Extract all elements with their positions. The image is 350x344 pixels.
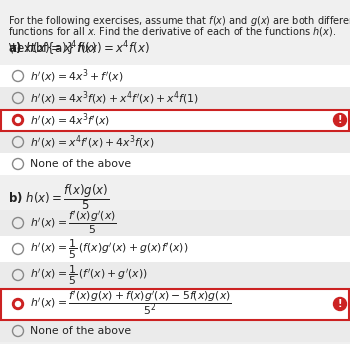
Bar (0, 262, 350, 288)
Text: $h'(x) = \dfrac{1}{5}\,(f'(x) + g'(x))$: $h'(x) = \dfrac{1}{5}\,(f'(x) + g'(x))$ (30, 263, 148, 287)
Text: $\mathbf{a)}\ h(x) = x^4 f(x)$: $\mathbf{a)}\ h(x) = x^4 f(x)$ (8, 39, 98, 57)
Text: $h'(x) = \dfrac{f'(x)g(x) + f(x)g'(x) - 5f(x)g(x)}{5^2}$: $h'(x) = \dfrac{f'(x)g(x) + f(x)g'(x) - … (30, 290, 232, 318)
Text: None of the above: None of the above (30, 326, 131, 336)
Text: functions for all $x$. Find the derivative of each of the functions $h(x)$.: functions for all $x$. Find the derivati… (8, 25, 336, 38)
Text: $h'(x) = \dfrac{1}{5}\,(f(x)g'(x) + g(x)f'(x))$: $h'(x) = \dfrac{1}{5}\,(f(x)g'(x) + g(x)… (30, 237, 188, 261)
Text: $h'(x) = 4x^3 f(x) + x^4 f'(x) + x^4 f(1)$: $h'(x) = 4x^3 f(x) + x^4 f'(x) + x^4 f(1… (30, 89, 199, 107)
Bar (0, 153, 350, 175)
Text: $h'(x) = 4x^3 f'(x)$: $h'(x) = 4x^3 f'(x)$ (30, 111, 110, 129)
Bar (0, 65, 350, 87)
Bar (0, 320, 350, 342)
Circle shape (15, 301, 21, 307)
Bar (1, 289, 349, 320)
Bar (0, 109, 350, 131)
Bar (0, 288, 350, 320)
Bar (0, 131, 350, 153)
Bar (0, 87, 350, 109)
Text: $h'(x) = \dfrac{f'(x)g'(x)}{5}$: $h'(x) = \dfrac{f'(x)g'(x)}{5}$ (30, 210, 117, 236)
Circle shape (334, 298, 346, 311)
Circle shape (334, 114, 346, 127)
Bar (0, 236, 350, 262)
Circle shape (13, 299, 23, 310)
Text: !: ! (338, 299, 342, 309)
Circle shape (13, 115, 23, 126)
Text: None of the above: None of the above (30, 159, 131, 169)
Text: $h'(x) = x^4 f'(x) + 4x^3 f(x)$: $h'(x) = x^4 f'(x) + 4x^3 f(x)$ (30, 133, 154, 151)
Text: !: ! (338, 115, 342, 125)
Text: For the following exercises, assume that $f(x)$ and $g(x)$ are both differentiab: For the following exercises, assume that… (8, 14, 350, 28)
Bar (0, 210, 350, 236)
Text: \textbf{a)} $h(x) = x^4 f(x)$: \textbf{a)} $h(x) = x^4 f(x)$ (8, 39, 150, 57)
Circle shape (15, 118, 21, 122)
Text: $h'(x) = 4x^3 + f'(x)$: $h'(x) = 4x^3 + f'(x)$ (30, 67, 124, 85)
Bar (1, 109, 349, 130)
Text: $\mathbf{b)}\ h(x) = \dfrac{f(x)g(x)}{5}$: $\mathbf{b)}\ h(x) = \dfrac{f(x)g(x)}{5}… (8, 182, 110, 212)
